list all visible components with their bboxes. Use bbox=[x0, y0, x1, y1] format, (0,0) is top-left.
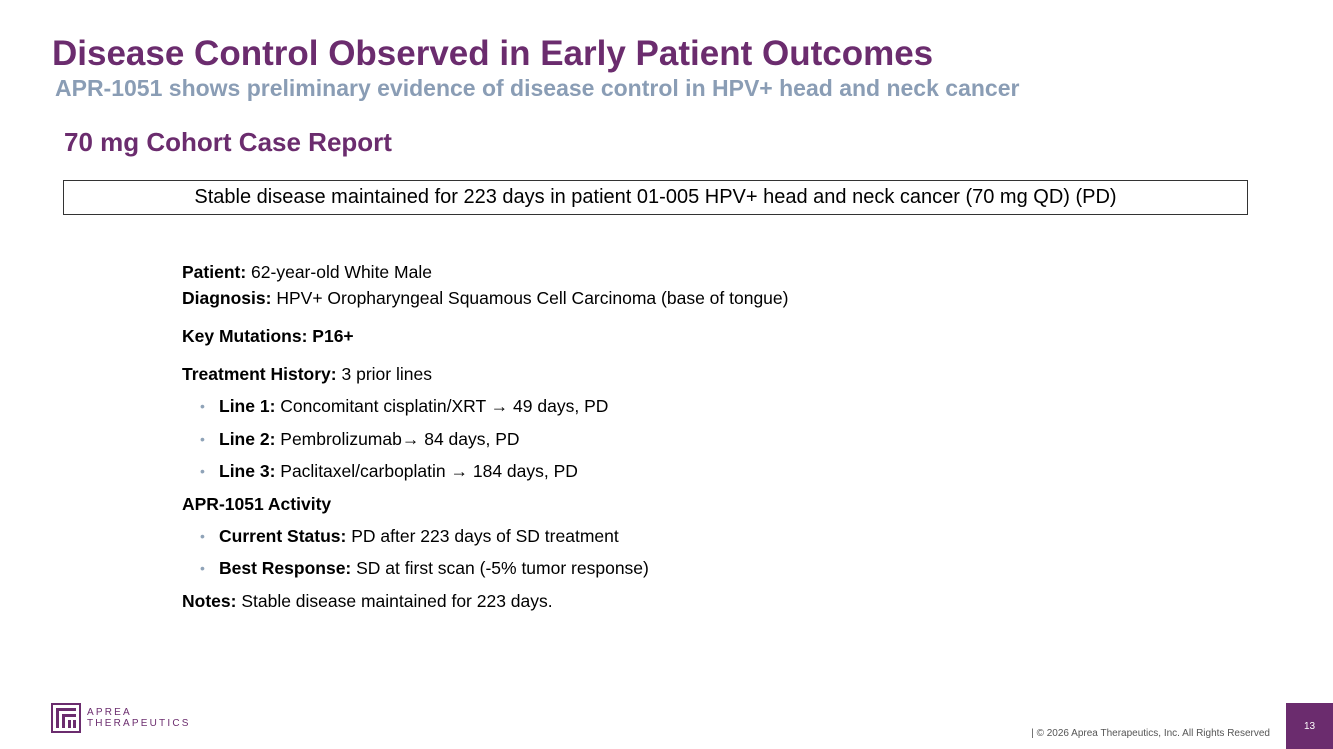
line-value: Concomitant cisplatin/XRT → 49 days, PD bbox=[275, 396, 609, 416]
notes-value: Stable disease maintained for 223 days. bbox=[236, 590, 553, 611]
bullet-dot-icon: • bbox=[200, 463, 205, 479]
mutations-label: Key Mutations: P16+ bbox=[182, 326, 354, 346]
logo-line-2: THERAPEUTICS bbox=[87, 718, 191, 729]
bullet-dot-icon: • bbox=[200, 430, 205, 447]
diagnosis-line: Diagnosis: HPV+ Oropharyngeal Squamous C… bbox=[182, 285, 982, 311]
treatment-lines-list: • Line 1: Concomitant cisplatin/XRT → 49 … bbox=[182, 393, 982, 484]
diagnosis-value: HPV+ Oropharyngeal Squamous Cell Carcino… bbox=[271, 288, 789, 308]
activity-value: PD after 223 days of SD treatment bbox=[346, 525, 619, 546]
patient-line: Patient: 62-year-old White Male bbox=[182, 259, 982, 285]
activity-heading: APR-1051 Activity bbox=[182, 491, 982, 517]
activity-value: SD at first scan (-5% tumor response) bbox=[351, 558, 649, 578]
summary-text: Stable disease maintained for 223 days i… bbox=[194, 186, 1117, 208]
treatment-history-line: Treatment History: 3 prior lines bbox=[182, 361, 982, 387]
slide-title: Disease Control Observed in Early Patien… bbox=[52, 34, 934, 73]
activity-label: Current Status: bbox=[219, 525, 347, 546]
bullet-dot-icon: • bbox=[200, 527, 205, 544]
notes-line: Notes: Stable disease maintained for 223… bbox=[182, 588, 982, 614]
summary-box: Stable disease maintained for 223 days i… bbox=[63, 180, 1248, 215]
bullet-dot-icon: • bbox=[200, 560, 205, 576]
case-details: Patient: 62-year-old White Male Diagnosi… bbox=[182, 259, 982, 614]
list-item: • Current Status: PD after 223 days of SD… bbox=[200, 523, 982, 549]
mutations-line: Key Mutations: P16+ bbox=[182, 323, 982, 349]
line-value: Pembrolizumab→ 84 days, PD bbox=[275, 428, 520, 449]
treatment-value: 3 prior lines bbox=[336, 364, 432, 384]
aprea-logo-icon bbox=[51, 703, 81, 733]
list-item: • Best Response: SD at first scan (-5% tu… bbox=[200, 555, 982, 581]
list-item: • Line 1: Concomitant cisplatin/XRT → 49 … bbox=[200, 393, 982, 419]
list-item: • Line 3: Paclitaxel/carboplatin → 184 da… bbox=[200, 458, 982, 484]
activity-heading-label: APR-1051 Activity bbox=[182, 493, 332, 514]
line-label: Line 2: bbox=[219, 428, 276, 449]
line-label: Line 3: bbox=[219, 461, 276, 481]
logo-line-1: APREA bbox=[87, 707, 132, 718]
notes-label: Notes: bbox=[182, 590, 237, 611]
activity-label: Best Response: bbox=[219, 558, 352, 578]
patient-label: Patient: bbox=[182, 262, 247, 282]
list-item: • Line 2: Pembrolizumab→ 84 days, PD bbox=[200, 426, 982, 452]
line-label: Line 1: bbox=[219, 396, 276, 416]
slide-subtitle: APR-1051 shows preliminary evidence of d… bbox=[55, 75, 1020, 101]
patient-value: 62-year-old White Male bbox=[246, 262, 432, 282]
aprea-logo: APREA THERAPEUTICS bbox=[51, 703, 191, 733]
copyright-footer: | © 2026 Aprea Therapeutics, Inc. All Ri… bbox=[1031, 728, 1270, 739]
section-heading: 70 mg Cohort Case Report bbox=[64, 127, 392, 157]
line-value: Paclitaxel/carboplatin → 184 days, PD bbox=[275, 461, 578, 481]
activity-list: • Current Status: PD after 223 days of SD… bbox=[182, 523, 982, 582]
bullet-dot-icon: • bbox=[200, 398, 205, 414]
treatment-label: Treatment History: bbox=[182, 364, 337, 384]
logo-wordmark: APREA THERAPEUTICS bbox=[87, 707, 191, 729]
diagnosis-label: Diagnosis: bbox=[182, 288, 272, 308]
page-number: 13 bbox=[1286, 703, 1333, 749]
